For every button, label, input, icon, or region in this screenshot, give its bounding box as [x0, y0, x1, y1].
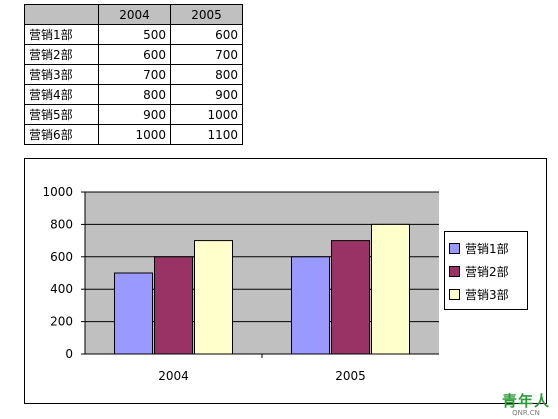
y-tick-label: 800: [50, 217, 73, 231]
bar: [194, 240, 233, 355]
value-2005-cell[interactable]: 600: [170, 24, 243, 45]
y-tick-label: 1000: [42, 185, 73, 199]
dept-name-cell[interactable]: 营销1部: [24, 24, 99, 45]
bar: [114, 272, 153, 355]
legend-label: 营销3部: [465, 288, 509, 302]
value-2004-cell[interactable]: 500: [98, 24, 171, 45]
value-2004-cell[interactable]: 1000: [98, 124, 171, 145]
bar: [371, 223, 410, 355]
watermark-text: 青年人: [501, 392, 550, 410]
site-watermark: 青年人 QNR.CN: [501, 392, 550, 418]
value-2005-cell[interactable]: 900: [170, 84, 243, 105]
dept-name-cell[interactable]: 营销2部: [24, 44, 99, 65]
header-cell-2005[interactable]: 2005: [170, 4, 243, 25]
legend-swatch: [449, 243, 460, 254]
dept-name-cell[interactable]: 营销6部: [24, 124, 99, 145]
y-tick-label: 0: [65, 347, 73, 361]
data-table: 2004 2005 营销1部 500 600 营销2部 600 700 营销3部…: [24, 4, 243, 145]
y-tick-label: 600: [50, 250, 73, 264]
legend-item: 营销1部: [449, 237, 523, 260]
value-2004-cell[interactable]: 700: [98, 64, 171, 85]
table-row: 营销4部 800 900: [24, 84, 243, 105]
table-row: 营销3部 700 800: [24, 64, 243, 85]
x-tick-label: 2005: [335, 369, 366, 383]
value-2005-cell[interactable]: 800: [170, 64, 243, 85]
value-2004-cell[interactable]: 800: [98, 84, 171, 105]
value-2005-cell[interactable]: 1100: [170, 124, 243, 145]
table-row: 营销2部 600 700: [24, 44, 243, 65]
watermark-subtext: QNR.CN: [512, 409, 540, 417]
header-cell-2004[interactable]: 2004: [98, 4, 171, 25]
dept-name-cell[interactable]: 营销3部: [24, 64, 99, 85]
table-row: 营销6部 1000 1100: [24, 124, 243, 145]
chart-object[interactable]: 0 200 400 600 800 1000 2004 2005 营销1部 营销2部 营销3部: [24, 158, 547, 404]
legend-item: 营销3部: [449, 283, 523, 306]
dept-name-cell[interactable]: 营销5部: [24, 104, 99, 125]
table-row: 营销1部 500 600: [24, 24, 243, 45]
header-cell-blank[interactable]: [24, 4, 99, 25]
bar: [331, 240, 370, 355]
legend-swatch: [449, 266, 460, 277]
table-header-row: 2004 2005: [24, 4, 243, 25]
chart-legend[interactable]: 营销1部 营销2部 营销3部: [444, 231, 528, 310]
bar-chart: 0 200 400 600 800 1000 2004 2005: [42, 185, 439, 383]
legend-item: 营销2部: [449, 260, 523, 283]
value-2004-cell[interactable]: 600: [98, 44, 171, 65]
legend-swatch: [449, 289, 460, 300]
value-2005-cell[interactable]: 700: [170, 44, 243, 65]
bar: [154, 256, 193, 355]
legend-label: 营销2部: [465, 265, 509, 279]
bar: [291, 256, 330, 355]
value-2004-cell[interactable]: 900: [98, 104, 171, 125]
y-tick-label: 200: [50, 315, 73, 329]
x-tick-label: 2004: [158, 369, 189, 383]
value-2005-cell[interactable]: 1000: [170, 104, 243, 125]
legend-label: 营销1部: [465, 242, 509, 256]
y-tick-label: 400: [50, 282, 73, 296]
table-row: 营销5部 900 1000: [24, 104, 243, 125]
dept-name-cell[interactable]: 营销4部: [24, 84, 99, 105]
